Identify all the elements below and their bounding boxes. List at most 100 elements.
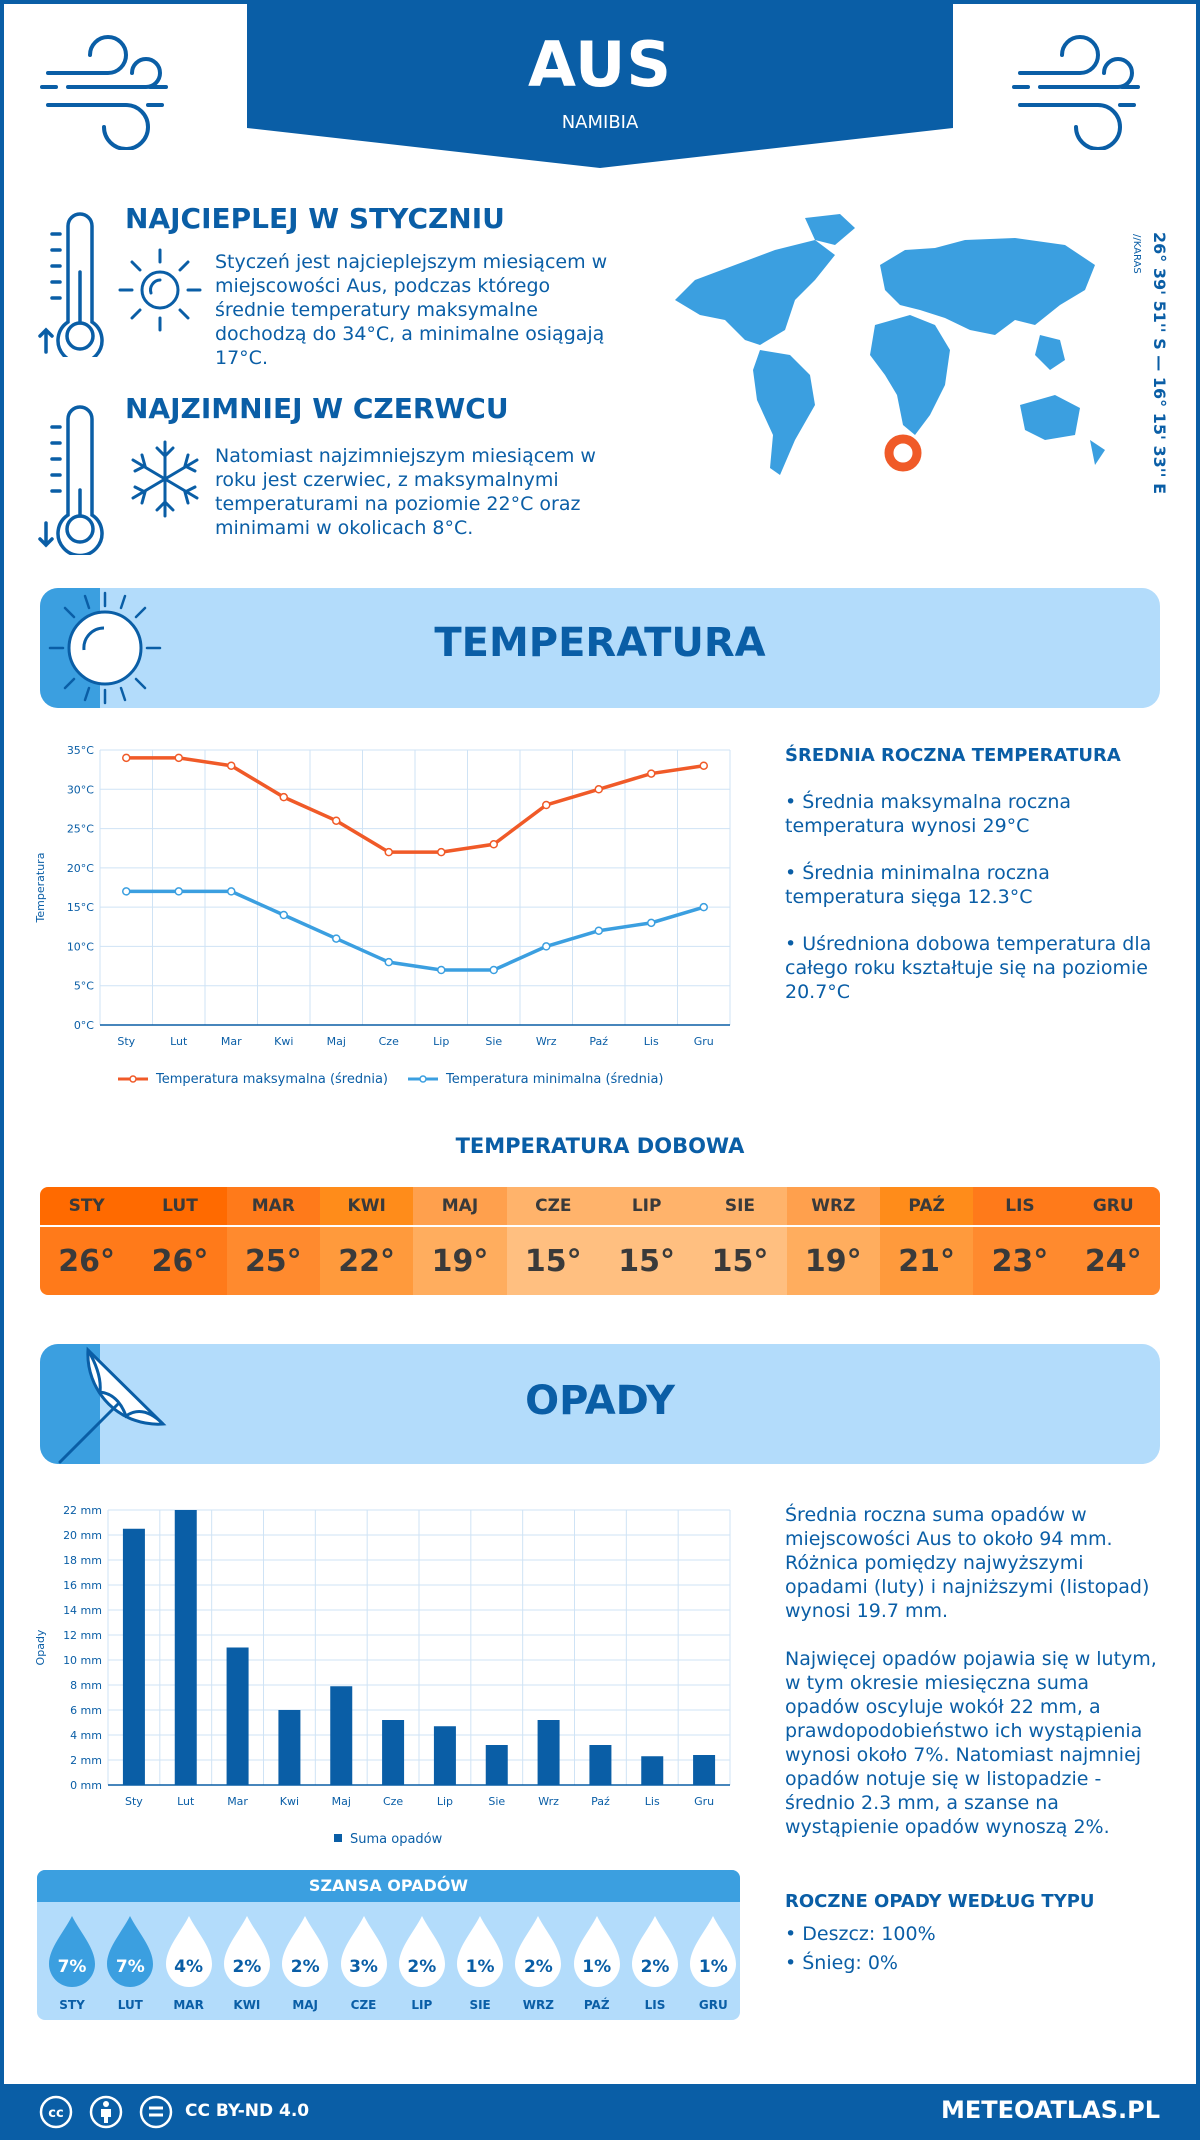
- daily-temp-months: STY LUT MAR KWI MAJ CZE LIP SIE WRZ PAŹ LIS GRU: [40, 1187, 1160, 1225]
- daily-temp-month: CZE: [506, 1187, 600, 1225]
- data-point: [122, 887, 131, 896]
- daily-temp-value: 23°: [973, 1225, 1067, 1295]
- x-tick-label: Sty: [117, 1035, 135, 1048]
- data-point: [279, 910, 288, 920]
- data-point: [227, 887, 236, 896]
- coords-block: 26° 39' 51'' S — 16° 15' 33'' E: [1150, 232, 1176, 494]
- data-point: [699, 902, 708, 912]
- y-tick-label: 14 mm: [63, 1604, 102, 1617]
- thermometer-hot-icon: [38, 212, 104, 357]
- data-point: [332, 934, 341, 943]
- world-map: [675, 214, 1105, 475]
- chance-month: KWI: [233, 1998, 261, 2012]
- temperature-title: TEMPERATURA: [434, 620, 766, 666]
- daily-temp-value: 26°: [40, 1225, 134, 1295]
- y-tick-label: 20 mm: [63, 1529, 102, 1542]
- rain-drop-icon: [628, 1912, 682, 1996]
- y-tick-label: 10 mm: [63, 1654, 102, 1667]
- y-tick-label: 0 mm: [70, 1779, 102, 1792]
- site-name[interactable]: METEOATLAS.PL: [940, 2096, 1160, 2124]
- x-tick-label: Lip: [433, 1035, 449, 1048]
- x-tick-label: Wrz: [536, 1035, 557, 1048]
- thermometer-cold-icon: [38, 405, 104, 555]
- x-tick-label: Cze: [379, 1035, 399, 1048]
- y-tick-label: 12 mm: [63, 1629, 102, 1642]
- y-tick-label: 22 mm: [63, 1504, 102, 1517]
- region-text: //KARAS: [1131, 234, 1142, 274]
- chance-value: 1%: [698, 1957, 728, 1977]
- precip-bar: [641, 1756, 664, 1785]
- y-tick-label: 6 mm: [70, 1704, 102, 1717]
- legend-marker: [129, 1075, 137, 1083]
- y-tick-label: 5°C: [74, 980, 94, 993]
- y-tick-label: 10°C: [67, 940, 94, 953]
- hottest-text: Styczeń jest najcieplejszym miesiącem w …: [215, 251, 608, 369]
- wind-icon-right: [1012, 35, 1140, 150]
- rain-drop-icon: [220, 1912, 274, 1996]
- y-axis-label: Opady: [34, 1629, 47, 1665]
- daily-temp-value: 15°: [599, 1225, 694, 1295]
- y-tick-label: 4 mm: [70, 1729, 102, 1742]
- data-point: [174, 753, 183, 763]
- daily-temp-month: GRU: [1066, 1187, 1160, 1225]
- sun-large-icon: [48, 591, 162, 705]
- rain-drop-icon: [162, 1912, 216, 1996]
- chance-month: LIS: [644, 1998, 666, 2012]
- data-point: [384, 957, 393, 967]
- coords-text: 26° 39' 51'' S — 16° 15' 33'' E: [1150, 232, 1169, 494]
- temperature-band: [40, 588, 1160, 708]
- rain-drop-icon: [278, 1912, 332, 1996]
- daily-temp-values: 26° 26° 25° 22° 19° 15° 15° 15° 19° 21° 23° 24°: [40, 1225, 1160, 1295]
- license-icons[interactable]: cc: [38, 2094, 178, 2130]
- data-point: [542, 942, 551, 951]
- daily-temp-value: 15°: [506, 1225, 600, 1295]
- x-tick-label: Cze: [383, 1795, 403, 1808]
- chance-month: WRZ: [522, 1998, 554, 2012]
- data-point: [437, 847, 446, 857]
- chance-value: 1%: [465, 1957, 495, 1977]
- precip-bar: [589, 1745, 612, 1785]
- x-tick-label: Mar: [221, 1035, 242, 1048]
- x-tick-label: Wrz: [538, 1795, 559, 1808]
- chance-value: 4%: [174, 1957, 204, 1977]
- rain-drop-icon: [45, 1912, 99, 1996]
- precip-bar: [537, 1720, 560, 1785]
- rain-drop-icon: [395, 1912, 449, 1996]
- daily-temp-value: 22°: [319, 1225, 414, 1295]
- footer: [0, 2084, 1200, 2140]
- legend-swatch: [334, 1834, 342, 1842]
- chance-month: CZE: [350, 1998, 377, 2012]
- chance-month: MAR: [173, 1998, 204, 2012]
- legend-marker: [419, 1075, 427, 1083]
- y-tick-label: 30°C: [67, 783, 94, 796]
- daily-temp-month: MAJ: [413, 1187, 507, 1225]
- chance-value: 2%: [407, 1957, 437, 1977]
- x-tick-label: Lut: [177, 1795, 195, 1808]
- y-tick-label: 25°C: [67, 823, 94, 836]
- y-tick-label: 35°C: [67, 744, 94, 757]
- data-point: [594, 926, 603, 935]
- chance-month: LIP: [411, 1998, 433, 2012]
- chance-month: GRU: [698, 1998, 728, 2012]
- y-tick-label: 16 mm: [63, 1579, 102, 1592]
- y-tick-label: 20°C: [67, 862, 94, 875]
- country-name: NAMIBIA: [561, 112, 639, 133]
- y-axis-label: Temperatura: [34, 853, 47, 924]
- license-text: CC BY-ND 4.0: [185, 2101, 310, 2121]
- data-point: [332, 816, 341, 825]
- temp-bullet-3: • Uśredniona dobowa temperatura dla całe…: [785, 933, 1152, 1003]
- data-point: [647, 769, 656, 778]
- city-name: AUS: [527, 28, 673, 101]
- precip-type-title: ROCZNE OPADY WEDŁUG TYPU: [785, 1891, 1095, 1912]
- data-point: [594, 785, 603, 794]
- svg-text:cc: cc: [48, 2106, 63, 2121]
- data-point: [489, 840, 498, 849]
- x-tick-label: Lut: [170, 1035, 188, 1048]
- data-point: [279, 792, 288, 802]
- coldest-text: Natomiast najzimniejszym miesiącem w rok…: [215, 445, 596, 539]
- x-tick-label: Mar: [227, 1795, 248, 1808]
- temp-bullet-1: • Średnia maksymalna roczna temperatura …: [785, 791, 1072, 837]
- daily-temp-month: WRZ: [786, 1187, 880, 1225]
- daily-temp-value: 24°: [1066, 1225, 1160, 1295]
- data-point: [384, 847, 393, 857]
